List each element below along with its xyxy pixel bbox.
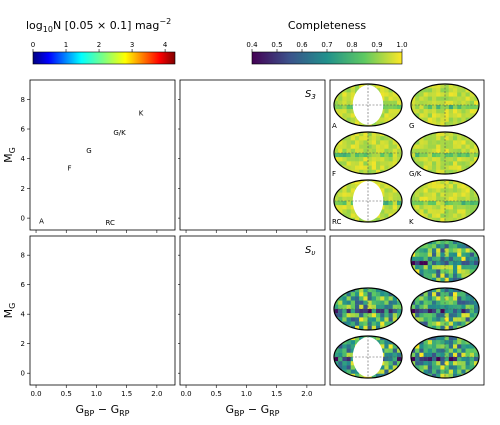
- sky-map-label: F: [332, 170, 336, 178]
- box-label: RC: [106, 219, 116, 227]
- box-label: A: [39, 217, 44, 225]
- completeness-colorbar: [251, 51, 403, 65]
- completeness-colorbar-label: Completeness: [288, 19, 366, 32]
- y-axis-label: MG: [2, 147, 17, 163]
- colorbar-tick-label: 0.5: [271, 41, 282, 49]
- y-tick-label: 6: [21, 126, 26, 134]
- colorbar-tick-label: 0: [31, 41, 35, 49]
- sky-maps-panel: A G F G/K RC K: [332, 83, 480, 226]
- sky-map: [411, 132, 479, 174]
- sky-map: [334, 288, 402, 330]
- colorbar-tick-label: 4: [163, 41, 168, 49]
- colorbar-tick-label: 0.4: [246, 41, 258, 49]
- sky-map-label: A: [332, 122, 337, 130]
- sky-map: [334, 132, 402, 174]
- density-panel: A RC F G G/K K: [39, 110, 144, 227]
- y-tick-label: 4: [21, 155, 26, 163]
- sky-panel-frame: [329, 79, 485, 231]
- sky-map: [411, 180, 479, 222]
- sky-map-label: RC: [332, 218, 342, 226]
- y-tick-label: 2: [21, 185, 25, 193]
- x-tick-label: 2.0: [151, 390, 162, 398]
- x-tick-label: 0.0: [30, 390, 41, 398]
- x-tick-label: 0.0: [180, 390, 191, 398]
- completeness-panel-frame: [179, 79, 326, 231]
- sky-map: [334, 180, 402, 222]
- x-tick-label: 1.5: [271, 390, 282, 398]
- colorbar-tick-label: 0.8: [346, 41, 357, 49]
- colorbar-tick-label: 1: [64, 41, 68, 49]
- density-panel-frame: [29, 79, 176, 231]
- x-tick-label: 0.5: [61, 390, 72, 398]
- selection-label: S3: [305, 89, 316, 101]
- colorbar-tick-label: 1.0: [396, 41, 407, 49]
- y-axis-label: MG: [2, 303, 17, 319]
- colorbar-tick-label: 3: [130, 41, 134, 49]
- x-tick-label: 1.5: [121, 390, 132, 398]
- sky-map: [411, 240, 479, 282]
- x-tick-label: 2.0: [301, 390, 312, 398]
- x-tick-label: 1.0: [91, 390, 102, 398]
- y-tick-label: 8: [21, 96, 25, 104]
- colorbar-tick-label: 0.7: [321, 41, 332, 49]
- x-tick-label: 0.5: [211, 390, 222, 398]
- sky-map-label: G/K: [409, 170, 422, 178]
- sky-panel-frame: [329, 235, 485, 386]
- box-label: G: [86, 147, 91, 155]
- density-colorbar: [32, 51, 176, 65]
- completeness-panel-frame: [179, 235, 326, 386]
- sky-maps-panel: [333, 239, 480, 379]
- sky-map-label: K: [409, 218, 414, 226]
- sky-map: [334, 336, 402, 378]
- box-label: F: [67, 165, 71, 173]
- colorbar-tick-label: 0.6: [296, 41, 308, 49]
- box-label: G/K: [113, 129, 126, 137]
- selection-label: Sυ: [305, 245, 315, 257]
- colorbar-tick-label: 0.9: [371, 41, 382, 49]
- y-tick-label: 0: [21, 370, 25, 378]
- y-tick-label: 6: [21, 281, 26, 289]
- x-tick-label: 1.0: [241, 390, 252, 398]
- sky-map-label: G: [409, 122, 414, 130]
- box-label: K: [139, 110, 144, 118]
- y-tick-label: 8: [21, 252, 25, 260]
- density-colorbar-label: log10N [0.05 × 0.1] mag−2: [26, 17, 171, 34]
- y-tick-label: 4: [21, 311, 26, 319]
- sky-map: [411, 336, 479, 378]
- y-tick-label: 0: [21, 215, 25, 223]
- x-axis-label: GBP − GRP: [226, 403, 280, 418]
- sky-map: [411, 288, 479, 330]
- y-tick-label: 2: [21, 340, 25, 348]
- colorbar-tick-label: 2: [97, 41, 101, 49]
- density-panel-frame: [29, 235, 176, 386]
- x-axis-label: GBP − GRP: [76, 403, 130, 418]
